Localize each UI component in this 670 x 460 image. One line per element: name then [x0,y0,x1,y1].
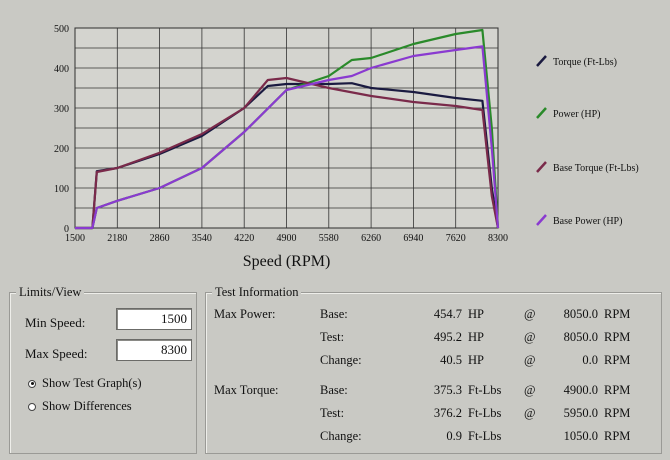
y-tick-label: 400 [54,64,69,75]
ti-value: 454.7 [433,307,462,321]
test-information-panel: Test Information Max Power: Base: 454.7 HP @… [205,285,662,454]
ti-group-label: Max Torque: [214,383,279,397]
legend-swatch [536,161,547,173]
ti-rpm-value: 8050.0 [563,330,598,344]
show-differences-label: Show Differences [42,399,132,413]
x-tick-label: 2180 [107,233,127,244]
show-test-graph-radio[interactable]: Show Test Graph(s) [28,376,142,391]
x-tick-label: 1500 [65,233,85,244]
ti-unit: Ft-Lbs [468,383,502,397]
ti-rpm-unit: RPM [604,307,631,321]
x-tick-label: 6940 [403,233,423,244]
show-differences-radio[interactable]: Show Differences [28,399,132,414]
ti-rpm-unit: RPM [604,353,631,367]
ti-row-label: Base: [320,383,348,397]
ti-at-sign: @ [524,353,536,367]
ti-value: 375.3 [433,383,462,397]
ti-rpm-unit: RPM [604,406,631,420]
chart-svg: 1500 2180 2860 3540 4220 4900 5580 6260 6940 7620… [54,24,639,270]
ti-unit: HP [468,307,484,321]
limits-view-panel: Limits/View Min Speed: 1500 Max Speed: 8… [9,285,197,454]
ti-row-label: Base: [320,307,348,321]
legend-entry-label: Base Torque (Ft-Lbs) [553,163,639,174]
dyno-chart: 1500 2180 2860 3540 4220 4900 5580 6260 6940 7620… [54,24,639,270]
x-axis-title: Speed (RPM) [243,253,331,270]
ti-value: 495.2 [433,330,462,344]
legend-entry-label: Power (HP) [553,109,601,120]
radio-unchecked-icon [28,402,36,411]
x-tick-label: 5580 [319,233,339,244]
ti-rpm-unit: RPM [604,330,631,344]
x-tick-label: 8300 [488,233,508,244]
series-line [75,76,500,230]
y-tick-label: 500 [54,24,69,35]
min-speed-input[interactable]: 1500 [116,308,192,330]
x-tick-label: 7620 [446,233,466,244]
ti-at-sign: @ [524,406,536,420]
ti-rpm-value: 1050.0 [563,429,598,443]
ti-rpm-value: 5950.0 [563,406,598,420]
ti-value: 40.5 [440,353,462,367]
y-tick-label: 100 [54,184,69,195]
legend-entry-label: Torque (Ft-Lbs) [553,57,617,68]
series-line [75,45,500,230]
ti-at-sign: @ [524,383,536,397]
ti-row-label: Change: [320,429,362,443]
ti-rpm-unit: RPM [604,429,631,443]
x-tick-label: 4220 [234,233,254,244]
ti-at-sign: @ [524,307,536,321]
legend-swatch [536,55,547,67]
show-test-graph-label: Show Test Graph(s) [42,376,142,390]
limits-view-title: Limits/View [16,285,85,300]
x-tick-label: 2860 [150,233,170,244]
y-tick-label: 0 [64,224,69,235]
ti-unit: Ft-Lbs [468,429,502,443]
ti-row-label: Change: [320,353,362,367]
test-information-title: Test Information [212,285,302,300]
ti-group-label: Max Power: [214,307,276,321]
max-speed-label: Max Speed: [25,346,88,361]
ti-unit: HP [468,330,484,344]
ti-value: 376.2 [433,406,462,420]
radio-checked-icon [28,379,36,388]
ti-row-label: Test: [320,406,345,420]
min-speed-label: Min Speed: [25,315,86,330]
ti-rpm-value: 8050.0 [563,307,598,321]
x-tick-label: 6260 [361,233,381,244]
max-speed-input[interactable]: 8300 [116,339,192,361]
x-tick-label: 3540 [192,233,212,244]
ti-at-sign: @ [524,330,536,344]
ti-rpm-value: 4900.0 [563,383,598,397]
ti-unit: Ft-Lbs [468,406,502,420]
legend-swatch [536,214,547,226]
ti-rpm-value: 0.0 [582,353,598,367]
ti-row-label: Test: [320,330,345,344]
legend-entry-label: Base Power (HP) [553,216,622,227]
y-tick-label: 300 [54,104,69,115]
legend-swatch [536,107,547,119]
ti-unit: HP [468,353,484,367]
y-tick-label: 200 [54,144,69,155]
x-tick-label: 4900 [277,233,297,244]
ti-value: 0.9 [446,429,462,443]
ti-rpm-unit: RPM [604,383,631,397]
